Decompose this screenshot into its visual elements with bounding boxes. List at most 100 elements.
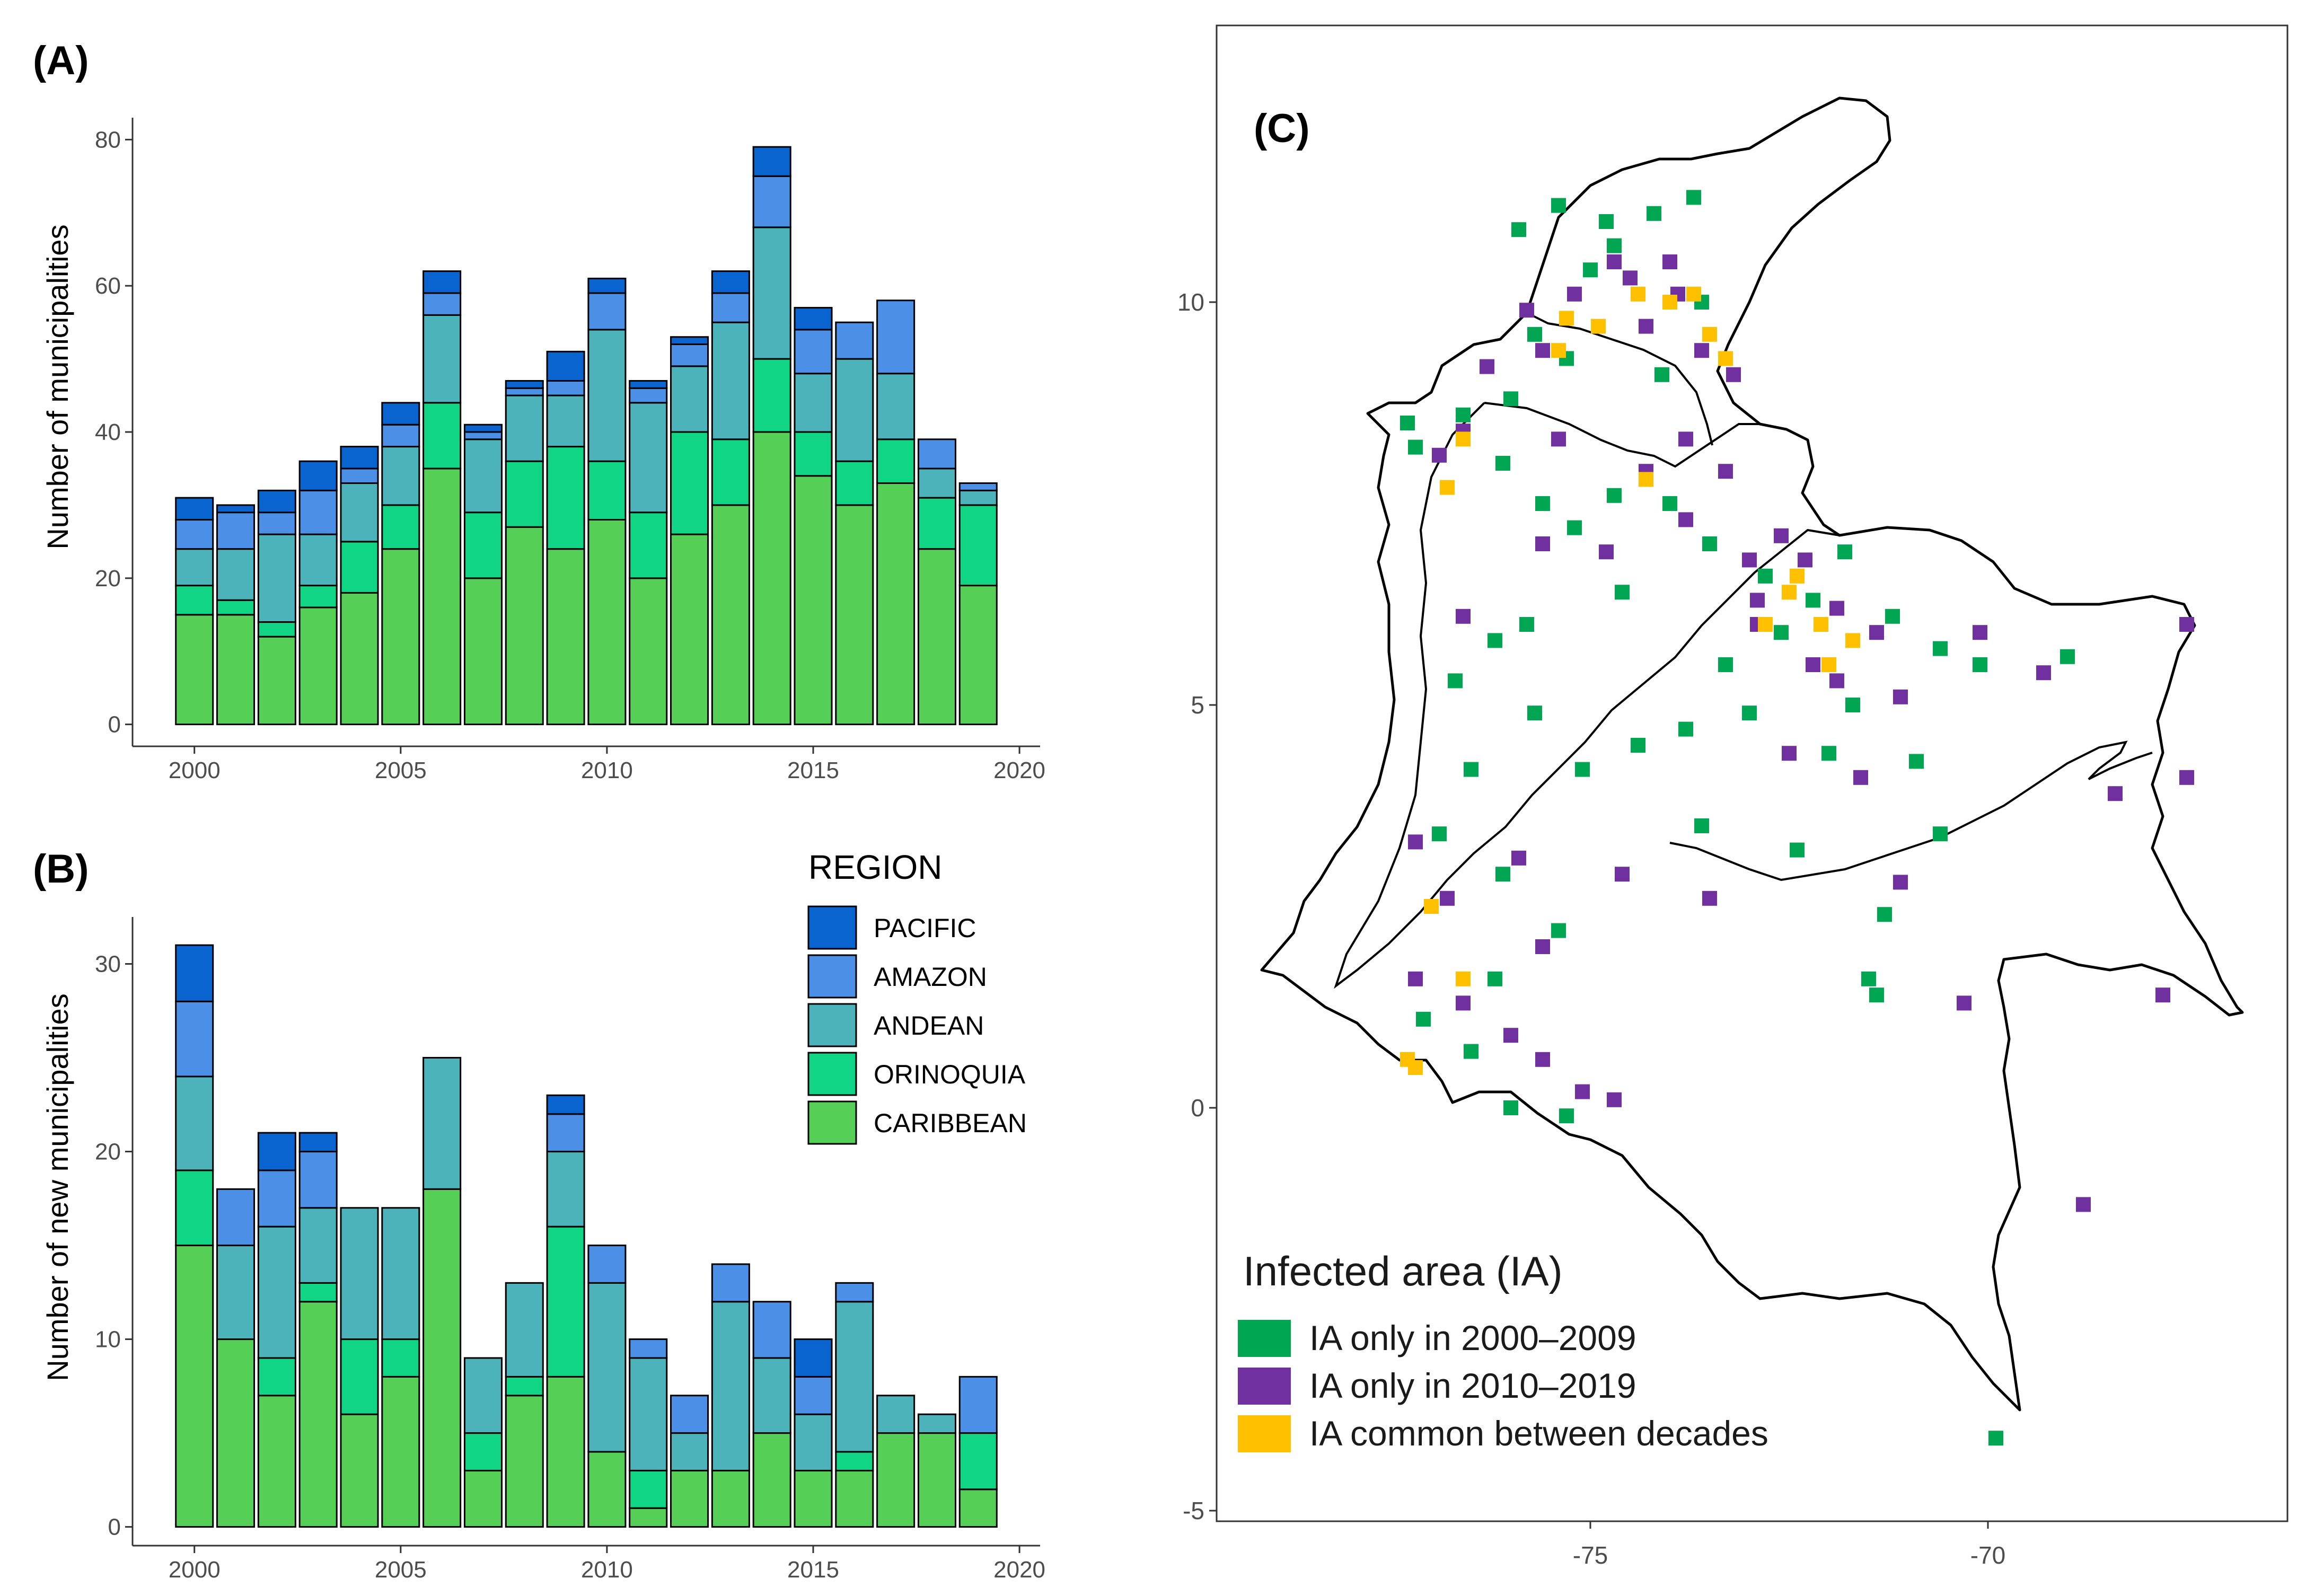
chart-a-bar-orinoquia-2008	[505, 460, 544, 528]
ia-cell-ia_2000s-19	[1662, 496, 1677, 511]
chart-b-ytick-label: 10	[95, 1327, 121, 1353]
chart-a-bar-caribbean-2006	[423, 468, 462, 726]
chart-b-bar-amazon-2001	[216, 1188, 256, 1247]
map-panel: (C) 10 5 0 -5 -75 -70 Infected area (IA) IA o…	[1177, 24, 2289, 1569]
chart-a-plot-area: 0 20 40 60 80 2000 2005 2010 2015 2020	[95, 118, 1045, 783]
chart-a-bar-caribbean-2002	[257, 636, 296, 726]
chart-a-bar-andean-2017	[876, 373, 916, 440]
chart-b-bar-amazon-2015	[794, 1375, 833, 1415]
chart-a-bar-amazon-2001	[216, 512, 256, 550]
ia-cell-ia_common-5	[1551, 343, 1566, 358]
chart-a-ytick-label: 60	[95, 273, 121, 299]
ia-cell-ia_2010s-50	[1782, 746, 1797, 761]
chart-b-xtick-label: 2000	[169, 1557, 221, 1583]
ia-cell-ia_2000s-55	[1845, 698, 1860, 712]
chart-a-bar-orinoquia-2003	[298, 585, 338, 609]
chart-b-bar-caribbean-2003	[298, 1301, 338, 1528]
chart-a-bar-amazon-2006	[423, 292, 462, 316]
chart-a-bar-pacific-2004	[340, 446, 379, 470]
chart-b-bar-caribbean-2018	[917, 1432, 956, 1528]
ia-cell-ia_2000s-20	[1702, 536, 1717, 551]
ia-cell-ia_2010s-42	[1607, 1092, 1622, 1107]
chart-b-bar-andean-2007	[463, 1357, 503, 1434]
chart-a-bar-orinoquia-2016	[835, 460, 874, 506]
chart-a-bar-pacific-2009	[546, 350, 585, 382]
chart-a-bar-andean-2012	[670, 365, 709, 433]
chart-a-bar-amazon-2005	[381, 424, 420, 448]
chart-b-bar-caribbean-2019	[958, 1488, 998, 1528]
ia-cell-ia_2010s-10	[1726, 367, 1741, 382]
chart-a-bar-amazon-2004	[340, 468, 379, 484]
ia-cell-ia_common-4	[1559, 311, 1574, 326]
ia-cell-ia_2000s-44	[1464, 1044, 1478, 1059]
chart-a-bar-orinoquia-2014	[752, 358, 791, 433]
chart-b-bar-caribbean-2004	[340, 1413, 379, 1528]
chart-b-bar-amazon-2016	[835, 1282, 874, 1303]
chart-a-bar-amazon-2009	[546, 380, 585, 396]
chart-a-bar-andean-2002	[257, 533, 296, 623]
chart-a-bar-orinoquia-2005	[381, 504, 420, 550]
chart-a-xtick-label: 2015	[787, 757, 839, 783]
ia-legend-swatch-ia_2010s	[1238, 1368, 1291, 1405]
ia-cell-ia_2010s-30	[1678, 512, 1693, 527]
ia-cell-ia_2010s-47	[2155, 987, 2170, 1003]
chart-b-bar-amazon-2003	[298, 1151, 338, 1209]
chart-a-bar-caribbean-2007	[463, 577, 503, 726]
ia-cell-ia_2010s-28	[2108, 786, 2123, 801]
chart-b-bar-amazon-2010	[587, 1245, 627, 1284]
chart-a-bar-andean-2016	[835, 358, 874, 462]
chart-a-xtick-label: 2020	[993, 757, 1045, 783]
panel-a-label: (A)	[33, 38, 89, 83]
ia-cell-ia_2000s-48	[1877, 907, 1892, 922]
ia-legend-title: Infected area (IA)	[1243, 1248, 1563, 1294]
chart-a-ytick-label: 40	[95, 419, 121, 445]
chart-a-bar-caribbean-2017	[876, 482, 916, 726]
ia-legend-label-ia_2010s: IA only in 2010–2019	[1309, 1366, 1636, 1405]
chart-a-bar-caribbean-2015	[794, 475, 833, 726]
chart-b-bar-andean-2012	[670, 1432, 709, 1471]
ia-cell-ia_common-14	[1845, 633, 1860, 648]
ia-cell-ia_2010s-32	[1456, 609, 1471, 624]
map-ytick-label: -5	[1183, 1497, 1204, 1524]
chart-a-bar-caribbean-2004	[340, 592, 379, 726]
ia-cell-ia_2000s-50	[1869, 987, 1884, 1003]
ia-cell-ia_2010s-7	[1480, 359, 1494, 374]
ia-cell-ia_2000s-38	[1464, 762, 1478, 777]
ia-cell-ia_2010s-31	[1535, 536, 1550, 551]
ia-cell-ia_2000s-45	[1503, 1100, 1518, 1115]
chart-b-bar-caribbean-2009	[546, 1375, 585, 1528]
chart-b: Number of new municipalities 0 10 20 30 2000…	[41, 917, 1045, 1583]
ia-cell-ia_2000s-43	[1416, 1011, 1431, 1027]
chart-b-bar-caribbean-2013	[711, 1469, 750, 1528]
chart-b-bar-amazon-2014	[752, 1301, 791, 1359]
chart-a-bar-amazon-2019	[958, 482, 998, 491]
chart-a-bar-pacific-2003	[298, 460, 338, 491]
ia-cell-ia_2000s-46	[1559, 1108, 1574, 1124]
ia-cell-ia_2010s-41	[1575, 1084, 1590, 1099]
chart-b-bar-pacific-2000	[175, 944, 214, 1002]
ia-cell-ia_common-0	[1631, 286, 1645, 302]
chart-a-bar-caribbean-2018	[917, 548, 956, 726]
legend-swatch-caribbean	[807, 1100, 857, 1145]
chart-b-bar-orinoquia-2019	[958, 1432, 998, 1491]
ia-cell-ia_2000s-57	[1909, 754, 1924, 769]
chart-a-bar-pacific-2011	[629, 380, 668, 389]
chart-a: Number of municipalities 0 20 40 60 80 2000 20…	[41, 118, 1045, 783]
chart-a-bar-pacific-2005	[381, 402, 420, 426]
ia-cell-ia_2000s-36	[1678, 721, 1693, 737]
ia-cell-ia_2010s-34	[1440, 890, 1455, 906]
chart-a-bar-amazon-2014	[752, 175, 791, 228]
ia-cell-ia_2010s-53	[1742, 552, 1757, 568]
chart-b-bar-orinoquia-2011	[629, 1469, 668, 1509]
chart-a-bar-pacific-2010	[587, 277, 627, 294]
ia-cell-ia_2010s-33	[1408, 834, 1423, 850]
chart-b-bar-orinoquia-2002	[257, 1357, 296, 1397]
chart-b-bar-andean-2018	[917, 1413, 956, 1434]
chart-a-bar-caribbean-2001	[216, 614, 256, 726]
map-ytick-label: 10	[1177, 288, 1204, 316]
ia-cell-ia_common-10	[1440, 480, 1455, 495]
ia-cell-ia_common-6	[1702, 327, 1717, 342]
chart-b-bar-caribbean-2010	[587, 1451, 627, 1528]
chart-b-bar-caribbean-2000	[175, 1245, 214, 1528]
chart-b-bar-andean-2006	[423, 1057, 462, 1190]
